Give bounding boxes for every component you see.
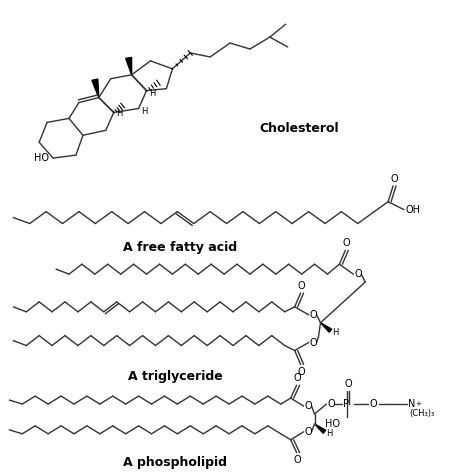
Text: P: P <box>343 399 349 409</box>
Polygon shape <box>320 323 332 332</box>
Text: H: H <box>116 110 122 118</box>
Text: +: + <box>415 401 421 407</box>
Text: A phospholipid: A phospholipid <box>123 456 228 469</box>
Text: O: O <box>305 427 312 437</box>
Text: A free fatty acid: A free fatty acid <box>123 241 237 254</box>
Text: N: N <box>408 399 415 409</box>
Text: O: O <box>294 455 301 464</box>
Text: O: O <box>298 281 305 291</box>
Text: O: O <box>354 269 362 279</box>
Text: H: H <box>332 328 339 337</box>
Text: HO: HO <box>34 153 49 163</box>
Text: O: O <box>343 238 350 248</box>
Text: OH: OH <box>405 205 420 215</box>
Text: (CH₃)₃: (CH₃)₃ <box>409 409 434 418</box>
Text: H: H <box>327 430 333 438</box>
Text: O: O <box>345 379 352 389</box>
Text: O: O <box>369 399 377 409</box>
Text: O: O <box>328 399 335 409</box>
Text: O: O <box>305 401 312 411</box>
Polygon shape <box>92 79 99 98</box>
Text: O: O <box>310 337 317 347</box>
Text: Cholesterol: Cholesterol <box>260 122 339 135</box>
Text: O: O <box>390 174 398 184</box>
Text: HO: HO <box>325 419 340 429</box>
Text: H: H <box>142 107 148 116</box>
Text: O: O <box>294 373 301 383</box>
Text: O: O <box>310 310 317 320</box>
Text: H: H <box>149 89 156 98</box>
Text: O: O <box>298 367 305 377</box>
Polygon shape <box>315 424 326 433</box>
Polygon shape <box>126 58 132 75</box>
Text: A triglyceride: A triglyceride <box>128 370 223 383</box>
